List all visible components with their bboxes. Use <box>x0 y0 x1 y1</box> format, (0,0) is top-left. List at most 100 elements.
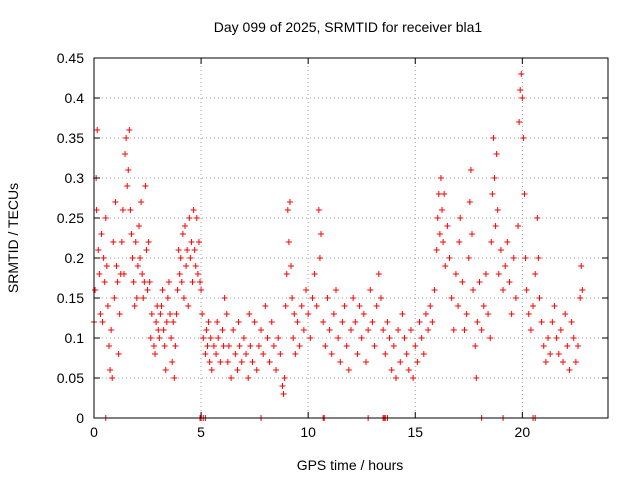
data-point <box>146 279 153 285</box>
data-point <box>234 367 241 373</box>
data-point <box>318 231 325 237</box>
data-point <box>282 303 289 309</box>
data-point <box>147 335 154 341</box>
data-point <box>132 239 139 245</box>
data-point <box>185 303 192 309</box>
data-point <box>410 375 417 381</box>
data-point <box>213 351 220 357</box>
data-point <box>456 239 463 245</box>
data-point <box>159 287 166 293</box>
data-point <box>510 255 517 261</box>
data-point <box>527 327 534 333</box>
data-point <box>184 247 191 253</box>
data-point <box>144 287 151 293</box>
data-point <box>399 311 406 317</box>
data-point <box>356 303 363 309</box>
data-point <box>96 271 103 277</box>
data-point <box>153 319 160 325</box>
data-point <box>489 191 496 197</box>
data-point <box>429 319 436 325</box>
data-point <box>506 279 513 285</box>
data-point <box>360 311 367 317</box>
data-point <box>116 311 123 317</box>
data-point <box>328 351 335 357</box>
data-point <box>480 303 487 309</box>
data-point <box>164 295 171 301</box>
data-point <box>194 271 201 277</box>
data-point <box>578 263 585 269</box>
data-point <box>436 231 443 237</box>
data-point <box>160 327 167 333</box>
data-point <box>439 207 446 213</box>
data-point <box>294 319 301 325</box>
data-point <box>442 263 449 269</box>
data-point <box>339 319 346 325</box>
data-point <box>140 295 147 301</box>
x-tick-label: 5 <box>197 424 205 440</box>
data-point <box>270 343 277 349</box>
data-point <box>155 327 162 333</box>
data-point <box>161 343 168 349</box>
data-point <box>173 311 180 317</box>
data-point <box>145 239 152 245</box>
data-point <box>407 327 414 333</box>
y-tick-label: 0 <box>76 410 84 426</box>
data-point <box>476 279 483 285</box>
data-point <box>412 343 419 349</box>
data-point <box>523 287 530 293</box>
x-tick-labels: 0 5 10 15 20 <box>90 424 530 440</box>
data-point <box>220 343 227 349</box>
data-point <box>296 343 303 349</box>
data-point <box>113 263 120 269</box>
data-point <box>279 383 286 389</box>
data-point <box>418 335 425 341</box>
data-point <box>200 335 207 341</box>
data-point <box>330 311 337 317</box>
data-point <box>238 359 245 365</box>
data-point <box>247 343 254 349</box>
data-point <box>521 191 528 197</box>
data-point <box>298 303 305 309</box>
data-point <box>520 135 527 141</box>
data-point <box>450 327 457 333</box>
data-point <box>303 287 310 293</box>
data-point <box>292 351 299 357</box>
data-point <box>444 223 451 229</box>
data-point <box>197 279 204 285</box>
data-point <box>138 199 145 205</box>
data-point <box>192 263 199 269</box>
data-point <box>101 279 108 285</box>
data-point <box>133 295 140 301</box>
data-point <box>570 335 577 341</box>
data-point <box>386 335 393 341</box>
data-point <box>365 327 372 333</box>
data-point <box>492 223 499 229</box>
data-point <box>547 351 554 357</box>
data-point <box>190 207 197 213</box>
data-point <box>251 319 258 325</box>
data-point <box>405 367 412 373</box>
data-point <box>206 359 213 365</box>
data-point <box>243 351 250 357</box>
y-tick-labels: 0 0.05 0.1 0.15 0.2 0.25 0.3 0.35 0.4 0.45 <box>57 50 84 426</box>
data-point <box>289 295 296 301</box>
data-point <box>125 167 132 173</box>
data-point <box>348 327 354 333</box>
data-point <box>235 319 242 325</box>
data-point <box>286 199 293 205</box>
data-point <box>288 263 295 269</box>
data-point <box>283 271 290 277</box>
data-point <box>369 319 376 325</box>
data-point <box>180 295 187 301</box>
y-tick-label: 0.4 <box>65 90 85 106</box>
data-point <box>172 343 179 349</box>
y-tick-label: 0.35 <box>57 130 84 146</box>
data-point <box>107 367 114 373</box>
data-point <box>316 255 323 261</box>
data-point <box>377 295 384 301</box>
data-point <box>94 127 101 133</box>
data-point <box>469 231 476 237</box>
data-point <box>285 239 292 245</box>
data-point <box>435 191 442 197</box>
data-point <box>518 71 525 77</box>
